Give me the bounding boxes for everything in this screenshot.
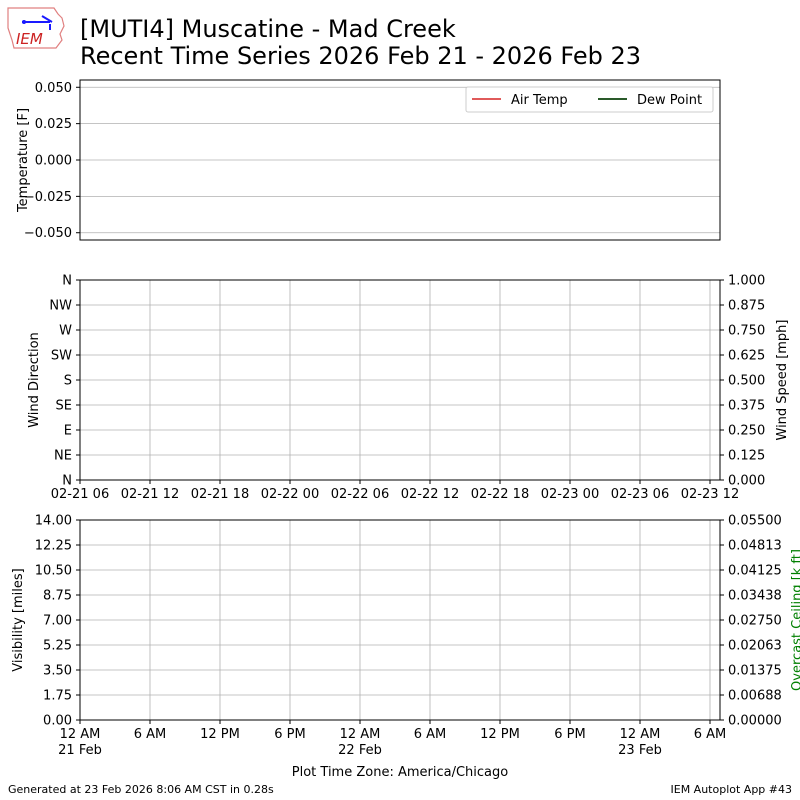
y-tick-label: 0.00: [43, 714, 72, 729]
x-tick-label: 23 Feb: [618, 743, 662, 758]
x-tick-label: 12 AM: [340, 727, 381, 742]
legend-label: Air Temp: [511, 93, 568, 108]
x-tick-label: 02-23 00: [541, 487, 599, 502]
y-tick-label: 14.00: [35, 514, 72, 529]
y2-tick-label: 0.02750: [728, 614, 782, 629]
y-tick-label: 5.25: [43, 639, 72, 654]
y-tick-label: −0.025: [24, 190, 72, 205]
y2-tick-label: 0.000: [728, 474, 765, 489]
x-tick-label: 12 AM: [620, 727, 661, 742]
y-tick-label: W: [59, 324, 72, 339]
y2-axis-label: Overcast Ceiling [k ft]: [790, 549, 800, 691]
axes-frame: [79, 519, 721, 721]
x-tick-label: 22 Feb: [338, 743, 382, 758]
x-tick-label: 02-23 06: [611, 487, 669, 502]
x-tick-label: 02-22 00: [261, 487, 319, 502]
y-axis-label: Visibility [miles]: [11, 568, 26, 671]
y2-tick-label: 0.02063: [728, 639, 782, 654]
title-line1: [MUTI4] Muscatine - Mad Creek: [80, 15, 456, 43]
y2-tick-label: 0.750: [728, 324, 765, 339]
y2-tick-label: 0.03438: [728, 589, 782, 604]
y-tick-label: 3.50: [43, 664, 72, 679]
y-tick-label: NE: [54, 449, 72, 464]
chart-title: [MUTI4] Muscatine - Mad Creek Recent Tim…: [80, 16, 641, 70]
legend-box: [465, 86, 714, 113]
y-axis-label: Wind Direction: [27, 332, 42, 428]
y2-tick-label: 0.00688: [728, 689, 782, 704]
x-tick-label: 6 AM: [134, 727, 167, 742]
y-tick-label: E: [64, 424, 72, 439]
logo-text: IEM: [16, 30, 43, 48]
y-tick-label: 0.000: [35, 154, 72, 169]
app-note: IEM Autoplot App #43: [670, 783, 793, 796]
y2-axis-label: Wind Speed [mph]: [775, 320, 790, 441]
y2-tick-label: 1.000: [728, 274, 765, 289]
y2-tick-label: 0.04125: [728, 564, 782, 579]
x-tick-label: 6 AM: [694, 727, 727, 742]
y2-tick-label: 0.375: [728, 399, 765, 414]
y-tick-label: 8.75: [43, 589, 72, 604]
y-axis-label: Temperature [F]: [16, 108, 31, 213]
y-tick-label: −0.050: [24, 226, 72, 241]
x-tick-label: 12 PM: [200, 727, 240, 742]
generated-note: Generated at 23 Feb 2026 8:06 AM CST in …: [8, 783, 274, 796]
x-tick-label: 02-21 06: [51, 487, 109, 502]
y-tick-label: 7.00: [43, 614, 72, 629]
x-tick-label: 6 AM: [414, 727, 447, 742]
y-tick-label: SE: [56, 399, 72, 414]
x-tick-label: 02-23 12: [681, 487, 739, 502]
x-tick-label: 02-21 18: [191, 487, 249, 502]
x-tick-label: 12 AM: [60, 727, 101, 742]
y-tick-label: 10.50: [35, 564, 72, 579]
axes-frame: [79, 79, 721, 241]
x-tick-label: 21 Feb: [58, 743, 102, 758]
iem-logo: IEM: [7, 7, 65, 49]
y-tick-label: 0.050: [35, 81, 72, 96]
x-tick-label: 02-22 06: [331, 487, 389, 502]
x-tick-label: 02-21 12: [121, 487, 179, 502]
y2-tick-label: 0.625: [728, 349, 765, 364]
y2-tick-label: 0.875: [728, 299, 765, 314]
y-tick-label: 0.025: [35, 117, 72, 132]
x-tick-label: 02-22 18: [471, 487, 529, 502]
y2-tick-label: 0.125: [728, 449, 765, 464]
y2-tick-label: 0.04813: [728, 539, 782, 554]
x-tick-label: 6 PM: [274, 727, 305, 742]
y2-tick-label: 0.05500: [728, 514, 782, 529]
y-tick-label: 12.25: [35, 539, 72, 554]
y-tick-label: N: [62, 274, 72, 289]
y2-tick-label: 0.00000: [728, 714, 782, 729]
y-tick-label: NW: [49, 299, 72, 314]
y-tick-label: 1.75: [43, 689, 72, 704]
x-tick-label: 12 PM: [480, 727, 520, 742]
y-tick-label: N: [62, 474, 72, 489]
x-tick-label: 02-22 12: [401, 487, 459, 502]
y-tick-label: SW: [51, 349, 72, 364]
y-tick-label: S: [64, 374, 72, 389]
y2-tick-label: 0.500: [728, 374, 765, 389]
x-axis-label: Plot Time Zone: America/Chicago: [292, 765, 508, 780]
y2-tick-label: 0.250: [728, 424, 765, 439]
axes-frame: [79, 279, 721, 481]
title-line2: Recent Time Series 2026 Feb 21 - 2026 Fe…: [80, 42, 642, 70]
legend-label: Dew Point: [637, 93, 702, 108]
x-tick-label: 6 PM: [554, 727, 585, 742]
y2-tick-label: 0.01375: [728, 664, 782, 679]
